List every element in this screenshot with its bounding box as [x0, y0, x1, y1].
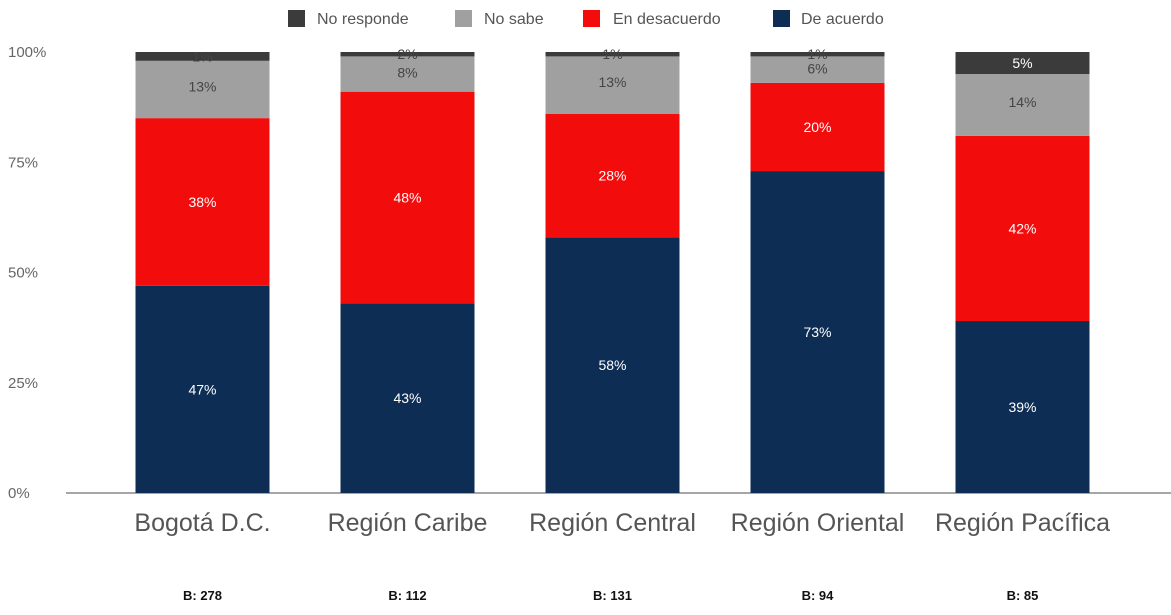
category-label: Bogotá D.C. — [134, 509, 270, 537]
data-label: 2% — [397, 46, 417, 62]
base-size-label: B: 131 — [593, 588, 632, 603]
data-label: 5% — [1012, 55, 1032, 71]
base-size-label: B: 85 — [1007, 588, 1039, 603]
legend-swatch-2 — [583, 10, 600, 27]
legend-label-0: No responde — [317, 11, 409, 28]
data-label: 1% — [807, 46, 827, 62]
x-axis-labels: Bogotá D.C. Región Caribe Región Central Re… — [134, 509, 1110, 537]
y-tick-label: 50% — [8, 265, 38, 282]
data-label: 42% — [1008, 220, 1036, 236]
category-label: Región Caribe — [328, 509, 488, 537]
data-label: 47% — [188, 381, 216, 397]
legend-label-1: No sabe — [484, 11, 544, 28]
data-label: 13% — [598, 74, 626, 90]
legend-swatch-0 — [288, 10, 305, 27]
data-label: 39% — [1008, 399, 1036, 415]
y-tick-label: 25% — [8, 375, 38, 392]
legend-swatch-1 — [455, 10, 472, 27]
data-label: 20% — [803, 119, 831, 135]
data-label: 73% — [803, 324, 831, 340]
data-label: 38% — [188, 194, 216, 210]
data-label: 14% — [1008, 94, 1036, 110]
data-label: 58% — [598, 357, 626, 373]
base-sizes: B: 278 B: 112 B: 131 B: 94 B: 85 — [183, 588, 1038, 603]
data-label: 6% — [807, 60, 827, 76]
legend-label-3: De acuerdo — [801, 11, 884, 28]
data-label: 1% — [602, 46, 622, 62]
category-label: Región Oriental — [731, 509, 905, 537]
base-size-label: B: 278 — [183, 588, 222, 603]
base-size-label: B: 112 — [388, 588, 426, 603]
y-tick-label: 75% — [8, 154, 38, 171]
data-label: 13% — [188, 79, 216, 95]
y-tick-label: 0% — [8, 485, 30, 502]
data-label: 8% — [397, 64, 417, 80]
legend-swatch-3 — [773, 10, 790, 27]
category-label: Región Central — [529, 509, 696, 537]
legend: No responde No sabe En desacuerdo De acuerd… — [288, 10, 884, 28]
base-size-label: B: 94 — [802, 588, 835, 603]
data-label: 48% — [393, 190, 421, 206]
y-tick-label: 100% — [8, 44, 46, 61]
data-label: 43% — [393, 390, 421, 406]
data-label: 1% — [192, 48, 212, 64]
legend-label-2: En desacuerdo — [613, 11, 721, 28]
bars: 47% 38% 13% 1% 43% 48% 8% 2% 58% 28% 13% 1% 73% 20% 6%… — [136, 46, 1090, 493]
category-label: Región Pacífica — [935, 509, 1110, 537]
data-label: 28% — [598, 167, 626, 183]
